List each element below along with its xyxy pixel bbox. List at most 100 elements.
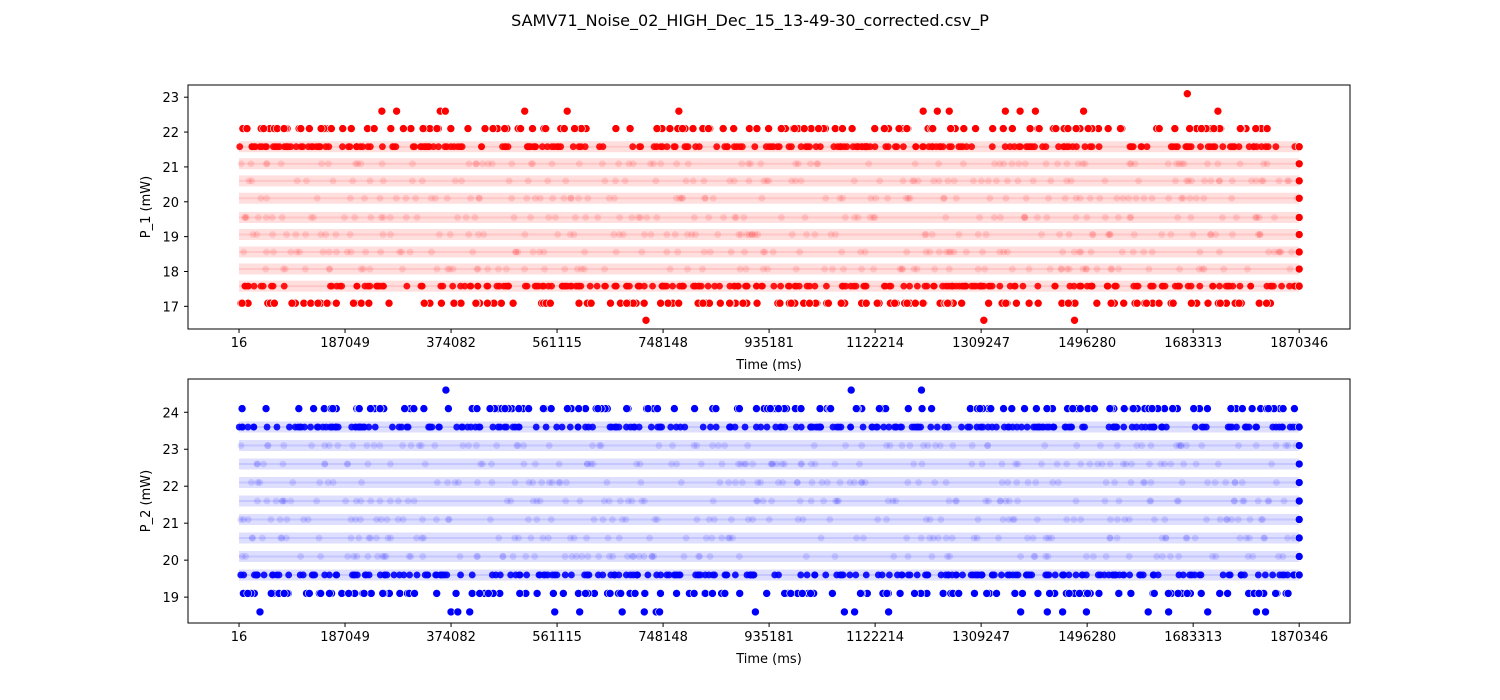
data-point [582, 214, 590, 221]
data-point [935, 248, 943, 256]
data-point [641, 231, 648, 238]
outlier-point [944, 106, 954, 116]
data-point [648, 553, 656, 560]
data-point [1125, 553, 1133, 560]
data-point [1061, 194, 1069, 202]
x-tick-label: 374082 [426, 336, 476, 351]
data-point [432, 516, 440, 523]
data-point [794, 516, 802, 523]
data-point [514, 248, 522, 256]
data-point [674, 248, 682, 256]
data-point [350, 553, 358, 560]
data-point [307, 214, 315, 221]
data-point [1175, 571, 1183, 579]
data-point [1101, 497, 1109, 505]
data-point [1128, 460, 1135, 468]
data-point [1115, 497, 1123, 505]
data-point [430, 143, 437, 151]
data-point [606, 298, 615, 308]
data-point [1285, 177, 1293, 185]
data-point [1054, 160, 1061, 168]
data-point [827, 231, 835, 238]
data-point [475, 194, 483, 202]
data-point [947, 248, 955, 256]
data-point [1261, 534, 1268, 542]
data-point [850, 177, 858, 185]
data-point [574, 404, 583, 413]
outlier-point [1058, 607, 1067, 617]
data-point [1112, 571, 1120, 579]
data-point [396, 571, 403, 579]
data-point [721, 442, 729, 449]
data-point [535, 571, 543, 579]
data-point [533, 497, 541, 505]
data-point [301, 423, 308, 431]
data-point [1262, 143, 1270, 151]
outlier-point [655, 607, 664, 617]
data-point [1147, 404, 1157, 413]
data-point [921, 282, 929, 290]
data-point [775, 479, 782, 486]
data-point [1107, 265, 1115, 273]
data-point [289, 479, 297, 486]
data-point [758, 194, 766, 202]
data-point [974, 516, 982, 523]
data-point [1118, 248, 1126, 256]
data-point [595, 553, 603, 560]
data-point [820, 497, 828, 505]
data-point [986, 404, 996, 413]
data-point [1094, 589, 1104, 598]
data-point [419, 404, 429, 413]
data-point [723, 143, 731, 151]
data-point [1294, 478, 1304, 487]
data-point [1247, 404, 1257, 413]
data-point [764, 124, 773, 133]
data-point [419, 516, 426, 523]
data-point [281, 265, 289, 273]
data-point [788, 231, 796, 238]
data-point [349, 298, 358, 308]
data-point [667, 423, 675, 431]
data-point [428, 423, 436, 431]
data-point [917, 404, 927, 413]
data-point [370, 442, 378, 449]
data-point [647, 160, 654, 168]
data-point [1185, 177, 1192, 185]
data-point [589, 460, 597, 468]
data-point [240, 248, 248, 256]
data-point [533, 516, 541, 523]
data-point [444, 265, 452, 273]
data-point [307, 423, 314, 431]
data-point [449, 265, 457, 273]
data-point [937, 516, 945, 523]
data-point [759, 282, 766, 290]
data-point [540, 248, 548, 256]
data-point [264, 442, 271, 449]
data-point [1077, 248, 1085, 256]
data-point [653, 516, 661, 523]
data-point [1294, 193, 1304, 203]
data-point [1065, 231, 1073, 238]
data-point [727, 248, 735, 256]
data-point [512, 248, 520, 256]
data-point [1063, 516, 1071, 523]
data-point [1119, 194, 1127, 202]
data-point [344, 553, 352, 560]
data-point [445, 516, 453, 523]
data-point [1120, 423, 1128, 431]
data-point [1251, 124, 1261, 133]
data-point [279, 589, 289, 598]
data-point [279, 497, 287, 505]
data-point [805, 298, 814, 308]
data-point [682, 177, 690, 185]
data-point [262, 265, 270, 273]
data-point [1133, 442, 1141, 449]
data-point [803, 231, 810, 238]
data-point [1242, 534, 1250, 542]
data-point [1209, 282, 1216, 290]
data-point [1029, 534, 1037, 542]
data-point [1178, 194, 1185, 202]
data-point [412, 194, 419, 202]
data-point [415, 442, 423, 449]
data-point [634, 214, 642, 221]
